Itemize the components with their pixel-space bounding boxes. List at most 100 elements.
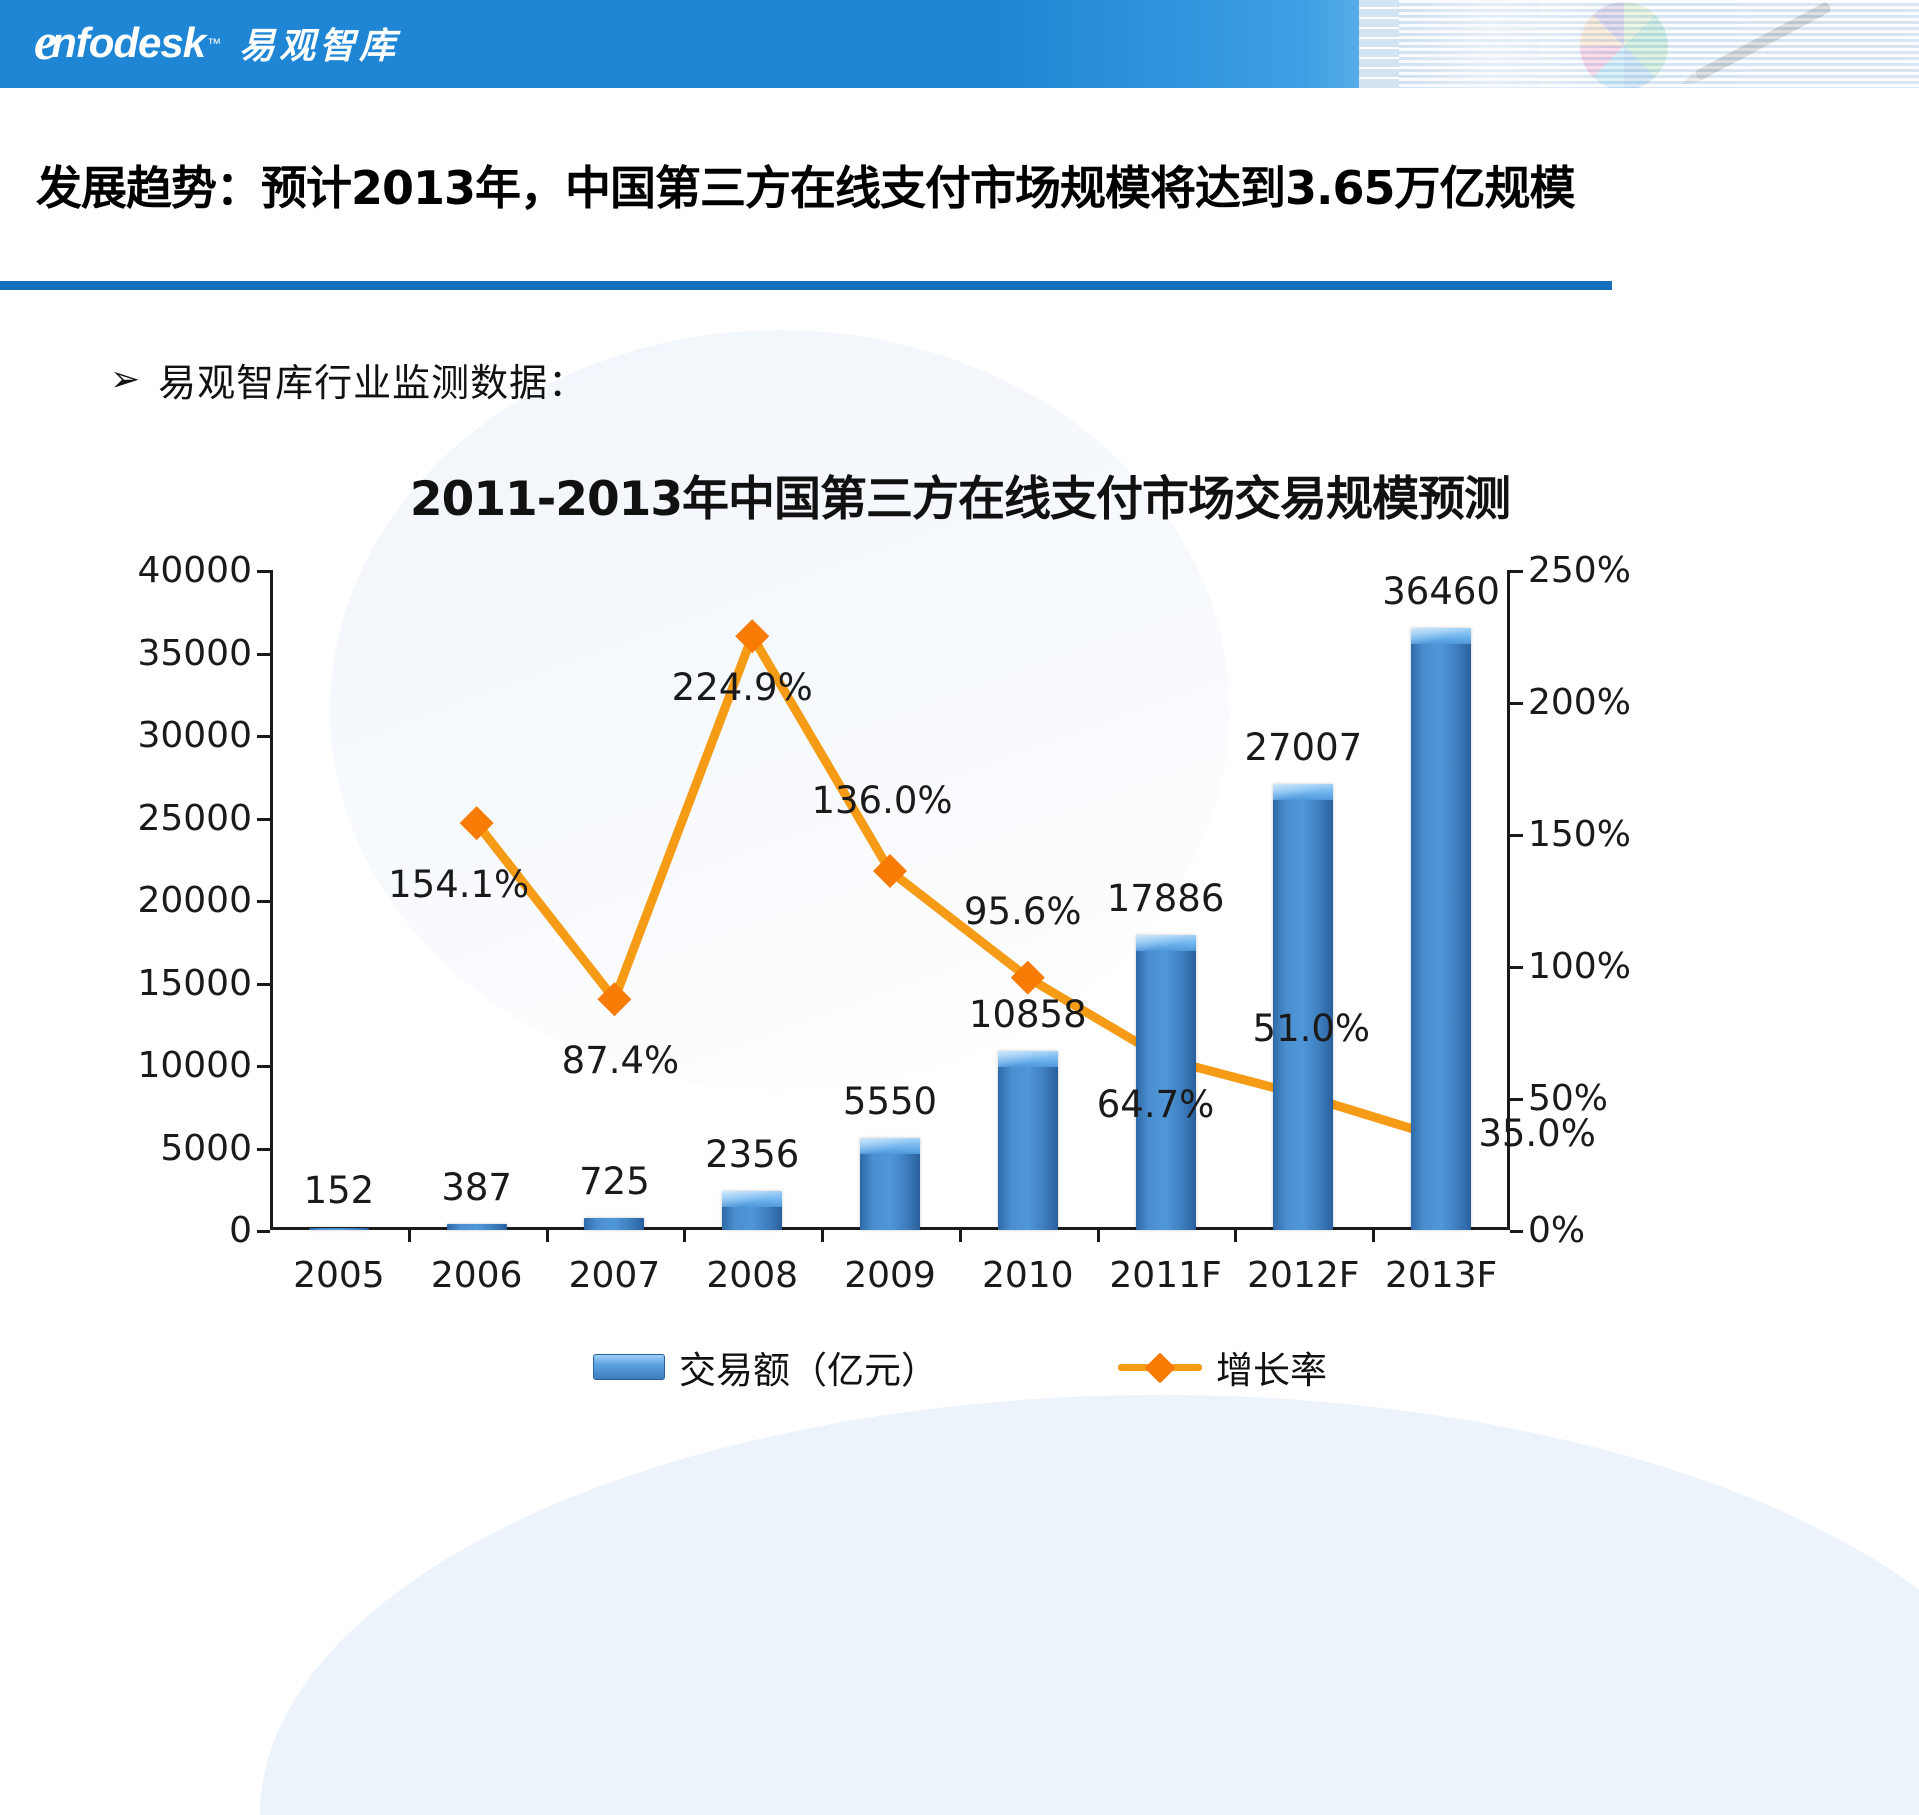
y-axis-left-tick xyxy=(257,1230,270,1233)
x-axis-label: 2011F xyxy=(1109,1255,1222,1296)
y-axis-left-label: 20000 xyxy=(137,880,252,921)
bar-2011F xyxy=(1135,934,1196,1230)
y-axis-left-label: 5000 xyxy=(160,1127,252,1169)
x-axis-tick xyxy=(1096,1230,1100,1242)
bar-value-label: 152 xyxy=(303,1169,375,1213)
x-axis-tick xyxy=(545,1230,549,1242)
y-axis-left-tick xyxy=(257,735,270,738)
y-axis-left-label: 40000 xyxy=(137,550,252,591)
x-axis-tick xyxy=(821,1230,825,1242)
growth-rate-value-label: 136.0% xyxy=(811,778,953,822)
chart-container: 2011-2013年中国第三方在线支付市场交易规模预测 0 5000 10000 15… xyxy=(137,460,1770,1400)
bullet-arrow-icon: ➢ xyxy=(110,358,141,400)
y-axis-right-label: 250% xyxy=(1528,550,1631,591)
y-axis-right-label: 200% xyxy=(1528,682,1631,723)
growth-rate-marker-diamond-icon xyxy=(1010,960,1045,995)
enfodesk-logo: e nfodesk ™ 易观智库 xyxy=(34,14,399,72)
legend-bar-label: 交易额（亿元） xyxy=(679,1349,938,1392)
bar-value-label: 17886 xyxy=(1106,876,1225,920)
growth-rate-value-label: 95.6% xyxy=(963,889,1082,933)
y-axis-right-tick xyxy=(1510,834,1523,837)
y-axis-right-tick xyxy=(1510,570,1523,573)
bar-value-label: 725 xyxy=(579,1160,650,1204)
y-axis-right-label: 100% xyxy=(1528,946,1631,987)
page-header: e nfodesk ™ 易观智库 xyxy=(0,0,1919,88)
growth-rate-value-label: 224.9% xyxy=(671,666,813,710)
bar-value-label: 36460 xyxy=(1382,570,1500,614)
bar-top-cap xyxy=(860,1138,920,1155)
logo-initial: e xyxy=(34,14,58,71)
growth-rate-value-label: 35.0% xyxy=(1478,1111,1596,1155)
x-axis-label: 2008 xyxy=(706,1255,799,1296)
bar-2013F xyxy=(1411,628,1472,1230)
bar-2009 xyxy=(860,1138,920,1230)
bar-top-cap xyxy=(1411,628,1472,645)
bar-top-cap xyxy=(997,1050,1058,1067)
y-axis-left-tick xyxy=(257,982,270,986)
x-axis-tick xyxy=(958,1230,962,1242)
legend-line-label: 增长率 xyxy=(1216,1349,1327,1392)
header-decorative-art xyxy=(1359,0,1919,88)
x-axis-label: 2013F xyxy=(1384,1255,1498,1296)
bullet-label: 易观智库行业监测数据： xyxy=(158,361,588,405)
y-axis-left-label: 30000 xyxy=(137,715,252,756)
y-axis-right-label: 50% xyxy=(1528,1078,1609,1119)
legend-item-growth-rate: 增长率 xyxy=(1118,1340,1327,1394)
bar-top-cap xyxy=(1135,934,1196,951)
bullet-row: ➢ 易观智库行业监测数据： xyxy=(110,352,587,407)
growth-rate-value-label: 154.1% xyxy=(388,863,530,907)
growth-rate-marker-diamond-icon xyxy=(459,806,494,841)
logo-chinese-name: 易观智库 xyxy=(239,26,400,67)
bar-2012F xyxy=(1273,784,1334,1230)
y-axis-left-tick xyxy=(257,900,270,903)
y-axis-left-tick xyxy=(257,570,270,573)
bar-2005 xyxy=(308,1227,369,1230)
growth-rate-marker-diamond-icon xyxy=(597,982,632,1017)
chart-title: 2011-2013年中国第三方在线支付市场交易规模预测 xyxy=(409,472,1511,527)
growth-rate-marker-diamond-icon xyxy=(735,619,770,654)
chart-legend: 交易额（亿元） 增长率 xyxy=(150,1340,1770,1394)
y-axis-right xyxy=(1507,570,1510,1230)
x-axis-tick xyxy=(1372,1230,1376,1242)
y-axis-left-tick xyxy=(257,817,270,821)
growth-rate-marker-diamond-icon xyxy=(873,853,907,888)
title-divider xyxy=(0,281,1612,290)
y-axis-right-label: 150% xyxy=(1528,814,1631,855)
y-axis-right-label: 0% xyxy=(1528,1210,1586,1251)
bar-value-label: 27007 xyxy=(1244,726,1363,770)
y-axis-left-label: 10000 xyxy=(137,1045,252,1086)
legend-line-swatch-icon xyxy=(1118,1352,1202,1384)
y-axis-right-tick xyxy=(1510,1098,1523,1101)
y-axis-left-label: 25000 xyxy=(137,797,252,839)
logo-wordmark: nfodesk xyxy=(51,19,206,66)
y-axis-left-tick xyxy=(257,1065,270,1068)
growth-rate-value-label: 64.7% xyxy=(1096,1083,1215,1127)
header-art-svg xyxy=(1359,0,1919,88)
x-axis-label: 2006 xyxy=(430,1255,523,1296)
x-axis-label: 2010 xyxy=(981,1255,1074,1296)
x-axis-label: 2007 xyxy=(568,1255,661,1296)
bar-value-label: 10858 xyxy=(968,992,1087,1036)
x-axis-label: 2012F xyxy=(1247,1255,1360,1296)
bar-value-label: 387 xyxy=(441,1165,512,1209)
y-axis-left-tick xyxy=(257,652,270,656)
page-title: 发展趋势：预计2013年，中国第三方在线支付市场规模将达到3.65万亿规模 xyxy=(36,161,1576,215)
y-axis-left-tick xyxy=(257,1147,270,1151)
growth-rate-value-label: 51.0% xyxy=(1252,1007,1371,1051)
bar-top-cap xyxy=(722,1191,783,1208)
y-axis-left-label: 35000 xyxy=(137,632,252,674)
y-axis-right-tick xyxy=(1510,702,1523,705)
chart-plot-area: 0 5000 10000 15000 20000 25000 30000 35000 40000… xyxy=(137,550,1630,1296)
growth-rate-value-label: 87.4% xyxy=(561,1039,680,1083)
y-axis-left-label: 15000 xyxy=(137,962,252,1004)
y-axis-right-tick xyxy=(1510,1230,1523,1233)
bar-top-cap xyxy=(1273,784,1334,801)
legend-item-transaction-volume: 交易额（亿元） xyxy=(593,1340,938,1394)
x-axis-tick xyxy=(683,1230,687,1242)
x-axis-tick xyxy=(407,1230,411,1242)
bar-2010 xyxy=(997,1050,1058,1230)
y-axis-left-label: 0 xyxy=(229,1210,252,1251)
bar-value-label: 2356 xyxy=(705,1133,800,1177)
x-axis-tick xyxy=(1234,1230,1238,1242)
x-axis-label: 2009 xyxy=(844,1255,936,1296)
